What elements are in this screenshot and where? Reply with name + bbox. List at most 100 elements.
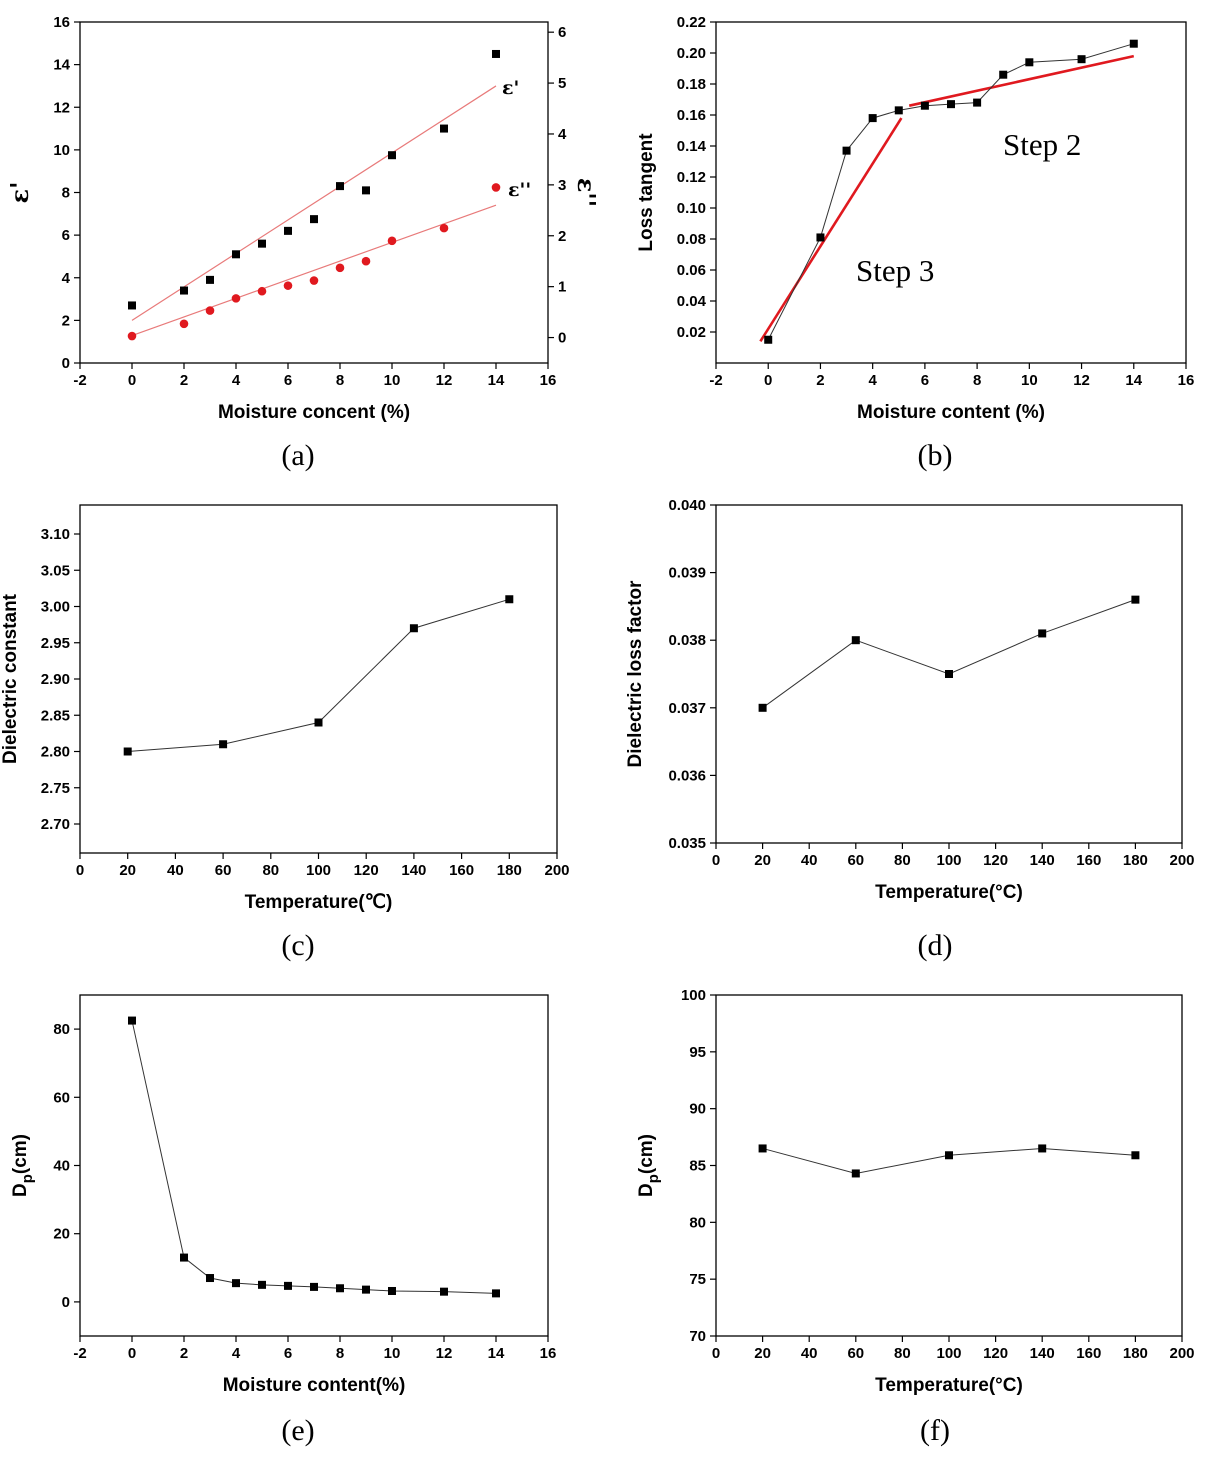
data-point [310, 215, 318, 224]
y-tick-label: 85 [689, 1158, 706, 1175]
data-point [283, 281, 293, 290]
x-tick-label: -2 [709, 372, 722, 389]
x-tick-label: -2 [73, 372, 86, 389]
data-point [232, 250, 240, 259]
plot-frame [79, 504, 558, 854]
x-tick-label: 2 [180, 1345, 188, 1362]
x-tick-label: 6 [284, 372, 292, 389]
legend-label-eps-double-prime: ε'' [508, 179, 531, 201]
x-tick-label: 160 [1076, 1345, 1101, 1362]
data-point [258, 1280, 266, 1289]
x-tick-label: 180 [497, 862, 522, 879]
data-point [361, 256, 371, 266]
x-tick-label: 60 [847, 852, 864, 869]
x-tick-label: 0 [76, 862, 84, 879]
x-tick-label: 12 [436, 1345, 453, 1362]
y-tick-label: 0 [62, 355, 70, 372]
chart-b: -2 0 2 4 6 8 10 12 14 16 0.02 0.04 0.06 0.08 0.10 0.12 0… [636, 14, 1194, 472]
data-point [387, 236, 397, 246]
data-point [123, 747, 132, 756]
data-point [1038, 629, 1047, 638]
data-point [999, 70, 1008, 79]
data-point [309, 276, 319, 285]
data-point [180, 286, 188, 295]
x-tick-label: 160 [449, 862, 474, 879]
chart-f: 0 20 40 60 80 100 120 140 160 180 200 70 75 80 85 90 95 1… [636, 987, 1195, 1447]
data-point [758, 1144, 767, 1153]
data-point [206, 1274, 214, 1283]
y-tick-label: 90 [689, 1101, 706, 1118]
y-tick-label: 0.04 [677, 293, 707, 310]
y-axis-label: Dp(cm) [10, 1134, 36, 1197]
chart-d: 0 20 40 60 80 100 120 140 160 180 200 0.035 0.036 0.0… [625, 497, 1195, 962]
x-axis-label: Temperature(°C) [875, 882, 1023, 903]
y-tick-label: 60 [53, 1089, 70, 1106]
x-axis-label: Temperature(°C) [875, 1375, 1023, 1396]
y-tick-label: 6 [62, 227, 70, 244]
data-point [257, 286, 267, 296]
panel-caption: (d) [918, 929, 953, 962]
y2-tick-label: 4 [558, 126, 567, 143]
data-point [310, 1282, 318, 1291]
x-tick-label: 20 [119, 862, 136, 879]
x-tick-label: 40 [167, 862, 184, 879]
x-tick-label: 120 [354, 862, 379, 879]
data-point [231, 294, 241, 303]
y-tick-label: 80 [53, 1021, 70, 1038]
fit-line [908, 54, 1135, 107]
y-tick-label: 20 [53, 1226, 70, 1243]
y-tick-label: 0.039 [668, 565, 706, 582]
data-point [440, 124, 448, 133]
x-tick-label: 180 [1123, 852, 1148, 869]
plot-frame [715, 994, 1183, 1337]
legend-label-eps-prime: ε' [502, 77, 519, 99]
y-tick-label: 2.95 [41, 635, 70, 652]
data-point [440, 1287, 448, 1296]
data-point [335, 263, 345, 273]
data-point [336, 1284, 344, 1293]
y-tick-label: 2.70 [41, 816, 70, 833]
data-point [842, 146, 851, 155]
x-tick-label: 0 [128, 372, 136, 389]
x-tick-label: 8 [336, 1345, 344, 1362]
x-tick-label: 10 [384, 1345, 401, 1362]
panel-caption: (f) [920, 1414, 950, 1447]
x-tick-label: 200 [1169, 1345, 1194, 1362]
y-tick-label: 0.035 [668, 835, 706, 852]
data-point [284, 226, 292, 235]
y-tick-label: 12 [53, 99, 70, 116]
data-point [491, 183, 501, 192]
data-point [945, 670, 953, 678]
x-tick-label: 4 [232, 372, 241, 389]
y-tick-label: 8 [62, 185, 70, 202]
x-tick-label: 140 [1030, 1345, 1055, 1362]
data-point [284, 1281, 292, 1290]
data-point [219, 740, 228, 749]
chart-e: -2 0 2 4 6 8 10 12 14 16 0 20 40 60 80 Moisture content… [10, 994, 556, 1447]
x-tick-label: 16 [1178, 372, 1195, 389]
y-tick-label: 0.10 [677, 200, 706, 217]
y-tick-label: 0.038 [668, 632, 706, 649]
x-tick-label: 80 [262, 862, 279, 879]
x-tick-label: 160 [1076, 852, 1101, 869]
y2-tick-label: 1 [558, 279, 566, 296]
y-tick-label: 2.85 [41, 707, 70, 724]
x-tick-label: 14 [1125, 372, 1142, 389]
y-tick-label: 0 [62, 1294, 70, 1311]
y-tick-label: 100 [681, 987, 706, 1004]
y-tick-label: 2.90 [41, 671, 70, 688]
x-tick-label: 0 [128, 1345, 136, 1362]
data-point [205, 306, 215, 315]
x-tick-label: 6 [921, 372, 929, 389]
y-tick-label: 0.036 [668, 767, 706, 784]
x-tick-label: 14 [488, 1345, 505, 1362]
x-tick-label: -2 [73, 1345, 86, 1362]
x-tick-label: 80 [894, 1345, 911, 1362]
y-tick-label: 0.037 [668, 700, 706, 717]
x-tick-label: 180 [1123, 1345, 1148, 1362]
plot-frame [715, 21, 1187, 364]
x-axis-label: Moisture content (%) [857, 402, 1045, 423]
x-tick-label: 4 [232, 1345, 241, 1362]
data-point [1129, 39, 1138, 48]
data-point [1077, 55, 1086, 64]
